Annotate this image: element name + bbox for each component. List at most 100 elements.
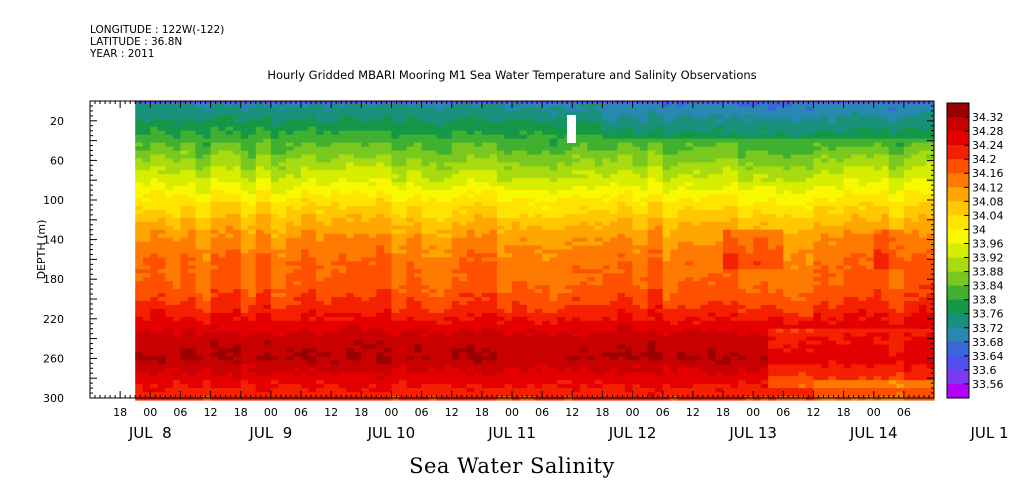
heatmap-cell (187, 372, 197, 377)
heatmap-cell (572, 384, 581, 389)
heatmap-cell (519, 376, 528, 381)
heatmap-cell (632, 126, 641, 132)
heatmap-cell (414, 114, 423, 120)
heatmap-cell (504, 277, 513, 282)
heatmap-cell (609, 316, 619, 322)
heatmap-cell (489, 198, 498, 203)
heatmap-cell (421, 122, 430, 128)
heatmap-cell (474, 162, 483, 167)
heatmap-cell (233, 122, 242, 128)
heatmap-cell (157, 320, 166, 326)
heatmap-cell (549, 273, 558, 278)
heatmap-cell (383, 186, 393, 191)
heatmap-cell (255, 297, 264, 302)
heatmap-cell (398, 201, 408, 207)
heatmap-cell (489, 344, 498, 350)
heatmap-cell (557, 293, 566, 298)
heatmap-cell (391, 241, 400, 247)
heatmap-cell (489, 372, 498, 377)
heatmap-cell (376, 201, 385, 207)
heatmap-cell (632, 170, 641, 175)
heatmap-cell (444, 229, 453, 235)
heatmap-cell (557, 261, 566, 266)
heatmap-cell (338, 150, 347, 156)
heatmap-cell (285, 102, 295, 108)
heatmap-cell (534, 312, 543, 318)
heatmap-cell (353, 265, 362, 270)
heatmap-cell (398, 297, 408, 302)
heatmap-cell (157, 344, 166, 350)
heatmap-cell (255, 324, 264, 330)
heatmap-cell (466, 388, 475, 393)
heatmap-cell (572, 253, 581, 259)
heatmap-cell (579, 134, 588, 140)
heatmap-cell (210, 344, 219, 350)
heatmap-cell (301, 182, 310, 187)
heatmap-cell (383, 281, 393, 286)
heatmap-cell (165, 122, 174, 128)
heatmap-cell (135, 348, 144, 354)
heatmap-cell (316, 277, 325, 282)
heatmap-cell (285, 281, 295, 286)
heatmap-cell (187, 257, 197, 262)
heatmap-cell (527, 380, 536, 385)
heatmap-cell (270, 110, 279, 116)
heatmap-cell (135, 245, 144, 251)
heatmap-cell (308, 308, 317, 314)
heatmap-cell (255, 316, 264, 322)
heatmap-cell (255, 376, 264, 381)
heatmap-cell (142, 213, 151, 219)
heatmap-cell (398, 213, 408, 219)
heatmap-cell (391, 273, 400, 278)
heatmap-cell (391, 384, 400, 389)
heatmap-cell (331, 360, 340, 365)
heatmap-cell (481, 150, 490, 156)
heatmap-cell (481, 166, 490, 171)
heatmap-cell (481, 368, 490, 373)
heatmap-cell (368, 190, 377, 195)
heatmap-cell (602, 134, 611, 140)
heatmap-cell (481, 122, 490, 128)
heatmap-cell (270, 352, 279, 358)
heatmap-cell (210, 293, 219, 298)
heatmap-cell (263, 154, 272, 160)
heatmap-cell (489, 368, 498, 373)
heatmap-cell (557, 336, 566, 342)
heatmap-cell (353, 273, 362, 278)
heatmap-cell (564, 241, 573, 247)
heatmap-cell (451, 320, 460, 326)
heatmap-cell (338, 265, 347, 270)
heatmap-cell (504, 376, 513, 381)
heatmap-cell (308, 162, 317, 167)
heatmap-cell (308, 166, 317, 171)
heatmap-cell (316, 146, 325, 152)
heatmap-cell (353, 253, 362, 259)
heatmap-cell (459, 122, 468, 128)
heatmap-cell (285, 146, 295, 152)
heatmap-cell (180, 348, 189, 354)
heatmap-cell (436, 265, 445, 270)
heatmap-cell (285, 277, 295, 282)
heatmap-cell (346, 170, 355, 175)
heatmap-cell (436, 221, 445, 227)
heatmap-cell (270, 293, 279, 298)
heatmap-cell (308, 245, 317, 251)
heatmap-cell (391, 205, 400, 211)
heatmap-cell (308, 332, 317, 338)
heatmap-cell (632, 245, 641, 251)
heatmap-cell (519, 162, 528, 167)
heatmap-cell (346, 241, 355, 247)
heatmap-cell (406, 261, 415, 266)
heatmap-cell (579, 170, 588, 175)
heatmap-cell (414, 134, 423, 140)
heatmap-cell (496, 308, 506, 314)
heatmap-cell (512, 118, 521, 124)
heatmap-cell (587, 253, 596, 259)
heatmap-cell (459, 201, 468, 207)
heatmap-cell (602, 328, 611, 334)
heatmap-cell (414, 138, 423, 144)
heatmap-cell (323, 166, 332, 171)
heatmap-cell (195, 336, 204, 342)
heatmap-cell (542, 174, 551, 179)
heatmap-cell (203, 312, 212, 318)
